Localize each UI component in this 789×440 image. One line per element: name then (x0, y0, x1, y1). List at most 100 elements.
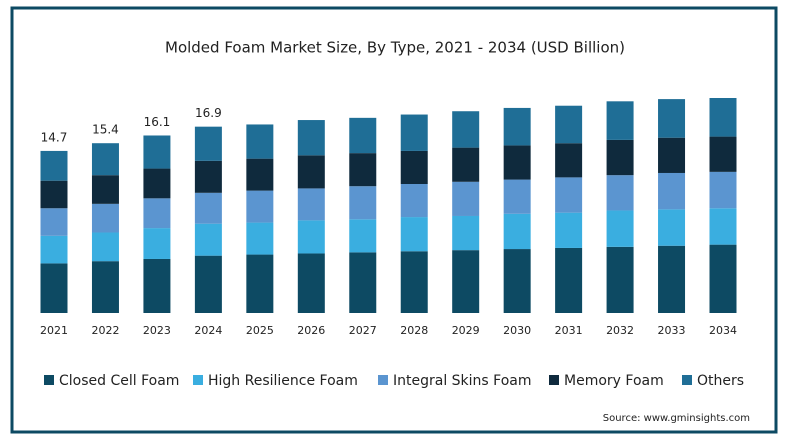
bar-segment (297, 220, 325, 254)
bar-segment (503, 179, 531, 214)
x-tick-label: 2024 (194, 324, 222, 337)
bar-segment (40, 180, 68, 209)
bar-segment (194, 192, 222, 224)
bar-segment (606, 210, 634, 247)
x-tick-label: 2034 (709, 324, 737, 337)
bar-segment (246, 254, 274, 313)
total-label: 16.1 (144, 115, 171, 129)
x-tick-label: 2022 (91, 324, 119, 337)
bar-segment (658, 99, 686, 138)
total-label: 15.4 (92, 123, 119, 137)
bar-segment (349, 252, 377, 313)
total-label: 16.9 (195, 106, 222, 120)
bar-segment (555, 212, 583, 248)
x-tick-label: 2027 (349, 324, 377, 337)
bar-segment (555, 247, 583, 313)
x-tick-label: 2032 (606, 324, 634, 337)
bar-segment (658, 245, 686, 313)
legend-swatch (378, 375, 388, 385)
legend-label: Integral Skins Foam (393, 373, 532, 389)
bar-segment (194, 160, 222, 193)
bar-segment (606, 101, 634, 140)
bar-segment (503, 213, 531, 250)
bar-segment (503, 107, 531, 146)
x-tick-label: 2031 (555, 324, 583, 337)
legend-swatch (682, 375, 692, 385)
bar-segment (91, 143, 119, 176)
bar-segment (194, 255, 222, 313)
bar-segment (709, 136, 737, 172)
bar-segment (246, 222, 274, 255)
bar-segment (555, 105, 583, 144)
legend-label: High Resilience Foam (208, 373, 358, 389)
bar-segment (452, 181, 480, 216)
x-tick-label: 2029 (452, 324, 480, 337)
x-tick-label: 2023 (143, 324, 171, 337)
x-tick-label: 2026 (297, 324, 325, 337)
bar-segment (503, 249, 531, 313)
x-tick-label: 2025 (246, 324, 274, 337)
bar-segment (143, 135, 171, 169)
bar-segment (143, 258, 171, 313)
legend-swatch (44, 375, 54, 385)
bar-segment (91, 261, 119, 313)
bar-segment (709, 208, 737, 245)
bar-segment (91, 232, 119, 262)
frame (10, 6, 778, 434)
bar-segment (452, 147, 480, 182)
bar-segment (400, 184, 428, 218)
bar-segment (297, 253, 325, 313)
bar-segment (555, 177, 583, 213)
bar-segment (349, 117, 377, 154)
bar-segment (297, 188, 325, 221)
legend-swatch (549, 375, 559, 385)
bar-segment (40, 150, 68, 181)
bar-segment (40, 263, 68, 313)
legend-label: Closed Cell Foam (59, 373, 179, 389)
bar-segment (709, 244, 737, 313)
bar-segment (709, 171, 737, 209)
bar-segment (658, 137, 686, 173)
bar-segment (452, 215, 480, 251)
bar-segment (555, 143, 583, 178)
bar-segment (91, 175, 119, 204)
bar-segment (400, 114, 428, 151)
bar-segment (606, 175, 634, 211)
bar-segment (658, 209, 686, 246)
bar-segment (606, 139, 634, 176)
bar-segment (297, 155, 325, 189)
bar-segment (452, 250, 480, 313)
bar-segment (246, 158, 274, 191)
bar-segment (246, 190, 274, 223)
bar-segment (452, 111, 480, 148)
bar-segment (349, 219, 377, 253)
bar-segment (194, 126, 222, 161)
bar-segment (349, 186, 377, 220)
x-tick-label: 2033 (658, 324, 686, 337)
bar-segment (194, 223, 222, 256)
bar-segment (143, 168, 171, 199)
bar-segment (606, 246, 634, 313)
bar-segment (143, 228, 171, 259)
bar-segment (40, 235, 68, 264)
bar-segment (400, 251, 428, 313)
bar-segment (349, 153, 377, 187)
x-tick-label: 2028 (400, 324, 428, 337)
legend-swatch (193, 375, 203, 385)
bar-segment (400, 150, 428, 184)
bar-segment (246, 124, 274, 159)
x-tick-label: 2030 (503, 324, 531, 337)
total-label: 14.7 (41, 130, 68, 144)
bar-segment (658, 172, 686, 210)
bar-segment (297, 120, 325, 156)
legend-label: Others (697, 373, 744, 389)
bar-segment (503, 145, 531, 180)
bar-segment (143, 198, 171, 229)
bar-segment (709, 98, 737, 137)
source: Source: www.gminsights.com (603, 413, 750, 424)
bar-segment (400, 217, 428, 252)
legend-label: Memory Foam (564, 373, 664, 389)
chart-title: Molded Foam Market Size, By Type, 2021 -… (165, 39, 625, 57)
x-tick-label: 2021 (40, 324, 68, 337)
